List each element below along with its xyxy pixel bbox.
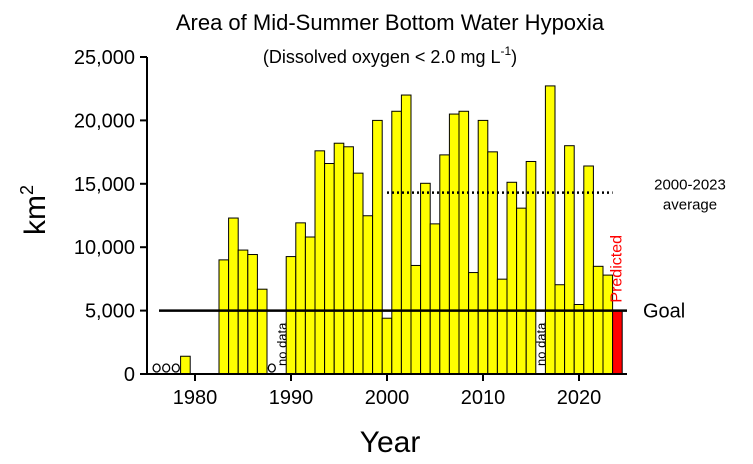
- y-label-text: km: [19, 195, 52, 235]
- bar: [352, 172, 364, 375]
- zero-marker: [152, 363, 161, 373]
- y-label-sup: 2: [17, 185, 37, 195]
- bar: [381, 317, 393, 375]
- bar: [343, 146, 354, 375]
- bar: [295, 222, 306, 375]
- bar: [333, 142, 345, 375]
- bar: [420, 182, 431, 375]
- y-axis-label: km2: [17, 185, 52, 235]
- y-tick-label: 0: [124, 364, 135, 386]
- bar: [362, 215, 374, 375]
- no-data-label: no data: [274, 322, 289, 366]
- bar: [448, 113, 460, 375]
- bar: [458, 110, 470, 375]
- subtitle-sup: -1: [500, 44, 511, 58]
- bar: [391, 110, 402, 375]
- bar: [372, 119, 383, 375]
- y-tick-label: 15,000: [74, 174, 135, 196]
- bar: [468, 272, 479, 375]
- bar: [237, 249, 249, 375]
- x-tick-label: 1990: [269, 387, 314, 409]
- bar: [573, 304, 585, 375]
- zero-marker: [267, 363, 276, 373]
- x-axis-label: Year: [360, 426, 421, 459]
- bar: [554, 284, 566, 375]
- bar: [439, 154, 450, 375]
- zero-marker: [171, 363, 180, 373]
- bar: [487, 151, 498, 375]
- y-tick-label: 25,000: [74, 47, 135, 69]
- chart-subtitle: (Dissolved oxygen < 2.0 mg L-1): [263, 44, 517, 67]
- bar: [564, 145, 575, 375]
- bar: [583, 165, 594, 375]
- goal-label: Goal: [643, 301, 685, 323]
- x-tick-label: 2000: [365, 387, 410, 409]
- bar: [592, 265, 604, 375]
- bar: [410, 264, 422, 375]
- bar: [247, 254, 258, 375]
- y-tick-label: 5,000: [85, 301, 135, 323]
- x-tick-label: 1980: [173, 387, 218, 409]
- predicted-bar: [612, 310, 623, 375]
- bar: [324, 163, 335, 375]
- bar: [496, 278, 508, 375]
- bar: [429, 223, 441, 375]
- x-tick-label: 2010: [461, 387, 506, 409]
- subtitle-end: ): [511, 47, 517, 67]
- bar: [477, 119, 489, 375]
- bar: [516, 207, 527, 375]
- bar: [506, 181, 518, 375]
- bar: [304, 236, 316, 375]
- chart-title: Area of Mid-Summer Bottom Water Hypoxia: [176, 10, 605, 35]
- bar: [400, 94, 412, 375]
- x-tick-label: 2020: [557, 387, 602, 409]
- zero-marker: [162, 363, 171, 373]
- bar: [314, 150, 326, 375]
- average-label: average: [663, 197, 717, 214]
- y-tick-label: 10,000: [74, 237, 135, 259]
- subtitle-text: (Dissolved oxygen < 2.0 mg L: [263, 47, 501, 67]
- y-tick-label: 20,000: [74, 110, 135, 132]
- average-label: 2000-2023: [654, 177, 726, 194]
- bar: [256, 288, 268, 375]
- bar: [218, 259, 230, 375]
- bar: [180, 355, 191, 375]
- bar: [228, 217, 239, 375]
- predicted-label: Predicted: [608, 235, 625, 303]
- no-data-label: no data: [534, 322, 549, 366]
